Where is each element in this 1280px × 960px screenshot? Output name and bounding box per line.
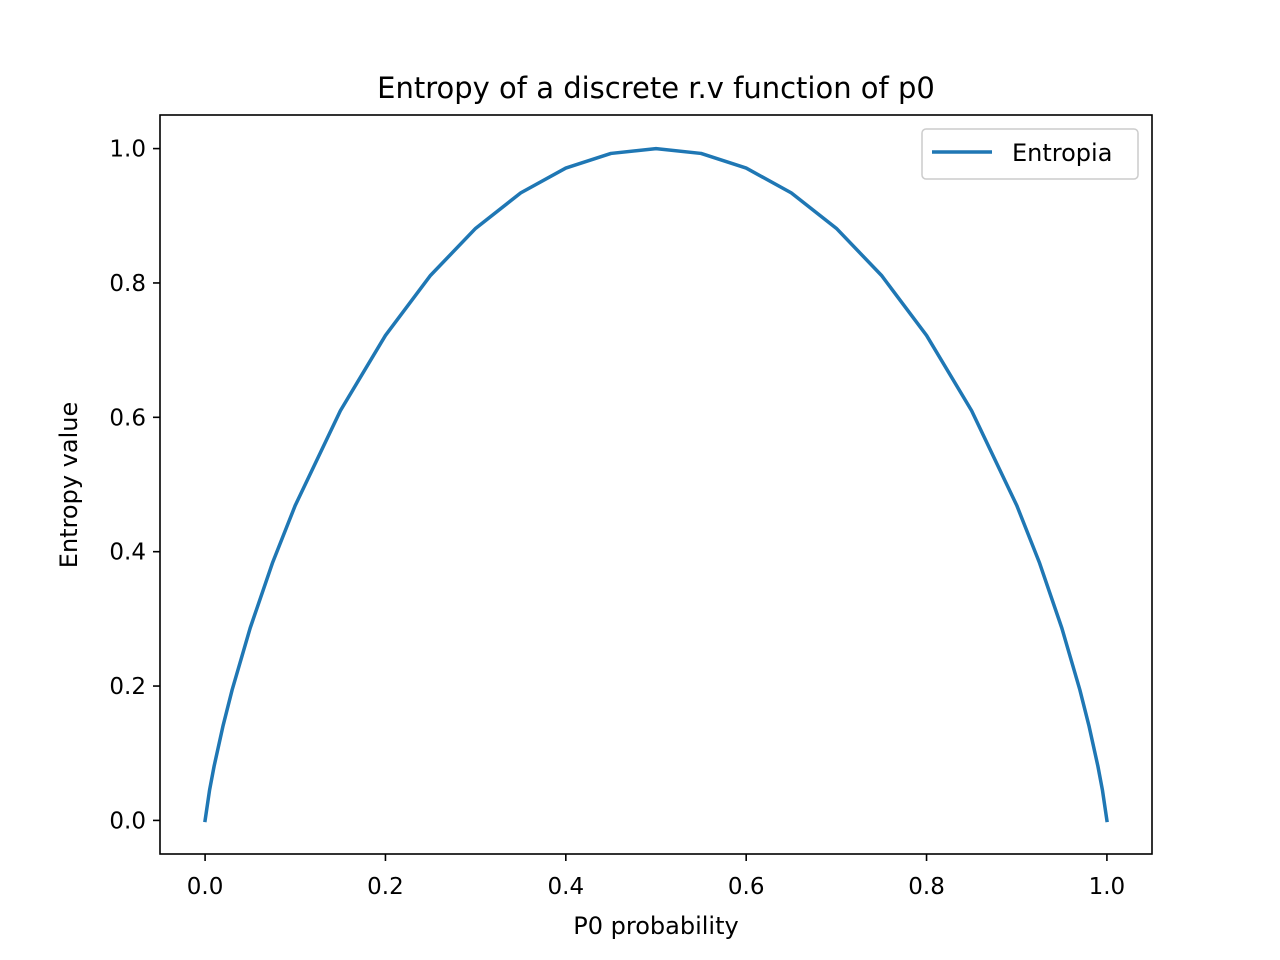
x-axis-ticks: 0.0 0.2 0.4 0.6 0.8 1.0 [187,854,1125,900]
x-tick-label: 0.6 [728,874,765,900]
y-axis-ticks: 0.0 0.2 0.4 0.6 0.8 1.0 [109,137,160,834]
y-tick-label: 0.2 [109,674,146,700]
y-tick-label: 0.8 [109,271,146,297]
series-line-entropia [203,146,1109,823]
y-axis-label: Entropy value [55,402,83,568]
y-tick-label: 0.0 [109,808,146,834]
axes-frame [159,114,1153,855]
chart-title: Entropy of a discrete r.v function of p0 [377,71,935,105]
x-tick-label: 0.0 [187,874,224,900]
y-tick-label: 0.4 [109,540,146,566]
x-axis-label: P0 probability [573,912,738,940]
plot-area [159,114,1153,855]
x-tick-label: 0.4 [548,874,585,900]
y-tick-label: 1.0 [109,137,146,163]
x-tick-label: 1.0 [1089,874,1126,900]
legend-label-entropia: Entropia [1012,139,1112,167]
legend-box [921,128,1139,180]
x-tick-label: 0.8 [908,874,945,900]
y-tick-label: 0.6 [109,405,146,431]
legend: Entropia [921,128,1139,180]
x-tick-label: 0.2 [367,874,404,900]
